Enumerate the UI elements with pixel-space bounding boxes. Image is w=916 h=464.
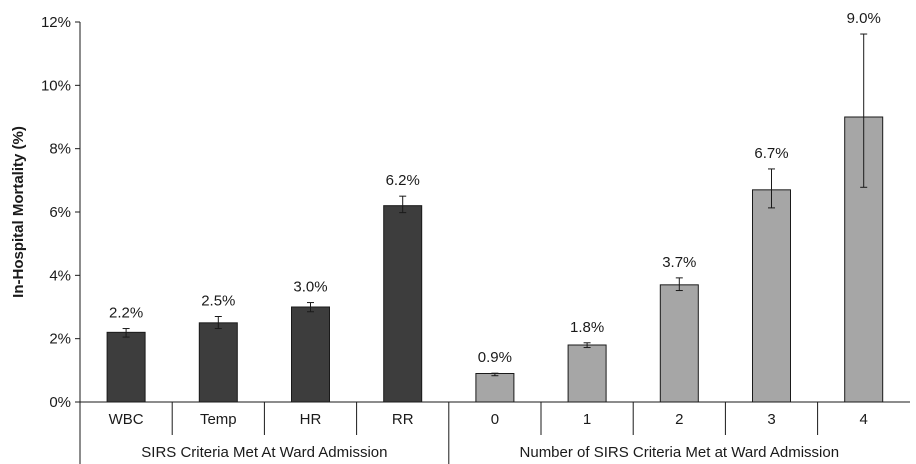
bar bbox=[291, 306, 330, 403]
data-label: 1.8% bbox=[570, 319, 604, 336]
data-label: 3.7% bbox=[662, 254, 696, 271]
y-tick-label: 0% bbox=[49, 394, 71, 411]
y-tick-label: 12% bbox=[41, 14, 71, 31]
data-label: 0.9% bbox=[478, 349, 512, 366]
category-label: HR bbox=[300, 411, 322, 428]
group-label: SIRS Criteria Met At Ward Admission bbox=[141, 444, 387, 461]
bar bbox=[567, 344, 607, 403]
category-label: WBC bbox=[109, 411, 144, 428]
data-label: 2.5% bbox=[201, 293, 235, 310]
y-tick-label: 10% bbox=[41, 77, 71, 94]
bar bbox=[752, 189, 791, 403]
y-axis-label: In-Hospital Mortality (%) bbox=[10, 126, 27, 298]
data-label: 2.2% bbox=[109, 305, 143, 322]
category-label: Temp bbox=[200, 411, 237, 428]
category-label: 1 bbox=[583, 411, 591, 428]
bar bbox=[106, 331, 146, 403]
labels: 2.2% WBC 2.5% Temp 3.0% HR 6.2% RR SIRS Criteria… bbox=[109, 10, 881, 461]
bar bbox=[659, 284, 699, 403]
data-label: 3.0% bbox=[293, 279, 327, 296]
y-tick-label: 6% bbox=[49, 204, 71, 221]
category-label: 0 bbox=[491, 411, 499, 428]
y-tick-label: 2% bbox=[49, 331, 71, 348]
bars bbox=[106, 33, 884, 403]
data-label: 9.0% bbox=[847, 10, 881, 27]
bar bbox=[383, 205, 423, 403]
category-label: 3 bbox=[767, 411, 775, 428]
bar bbox=[198, 322, 238, 403]
group-label: Number of SIRS Criteria Met at Ward Admi… bbox=[520, 444, 840, 461]
data-label: 6.2% bbox=[386, 172, 420, 189]
category-label: RR bbox=[392, 411, 414, 428]
category-label: 2 bbox=[675, 411, 683, 428]
bar bbox=[475, 373, 515, 403]
category-label: 4 bbox=[860, 411, 868, 428]
y-tick-label: 8% bbox=[49, 141, 71, 158]
y-tick-label: 4% bbox=[49, 267, 71, 284]
data-label: 6.7% bbox=[754, 145, 788, 162]
